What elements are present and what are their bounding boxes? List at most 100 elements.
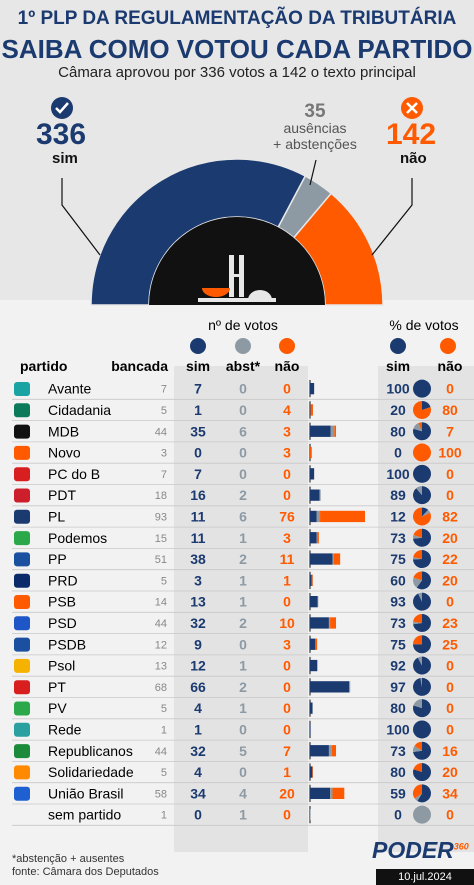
bar-abst: [328, 617, 331, 629]
pct-nao-value: 23: [442, 615, 458, 631]
header-dot-2: [279, 338, 295, 354]
col-header-partido: partido: [20, 358, 67, 374]
mini-pie-slice: [413, 699, 422, 709]
congress-base: [198, 298, 276, 302]
header-votes-group: nº de votos: [208, 317, 278, 333]
party-logo-icon: [14, 424, 30, 439]
nao-value: 4: [283, 402, 291, 418]
bar-sim: [310, 510, 317, 523]
pct-nao-value: 16: [442, 743, 458, 759]
mini-pie-slice: [413, 464, 431, 483]
nao-value: 0: [283, 594, 291, 610]
mini-pie-slice: [413, 677, 432, 696]
pct-nao-value: 34: [442, 785, 458, 801]
bar-nao: [332, 787, 345, 799]
pct-nao-value: 0: [446, 700, 454, 716]
mini-pie-slice: [413, 613, 422, 623]
col-header-nao: não: [275, 358, 300, 374]
bar-nao: [310, 446, 312, 459]
party-name: PSD: [48, 615, 77, 631]
party-name: Rede: [48, 721, 82, 737]
header-dot-1: [235, 338, 251, 354]
source: fonte: Câmara dos Deputados: [12, 866, 159, 878]
pct-sim-value: 93: [390, 594, 406, 610]
table-row: PSD 44 32 2 10 73 23: [12, 613, 474, 634]
mini-pie-slice: [413, 534, 422, 539]
party-logo-icon: [14, 595, 30, 609]
party-logo-icon: [14, 616, 30, 631]
pct-sim-value: 73: [390, 615, 406, 631]
party-name: PV: [48, 700, 67, 716]
abs-pointer: [309, 159, 317, 186]
bancada-value: 13: [155, 661, 167, 673]
pct-sim-value: 73: [390, 743, 406, 759]
pct-sim-value: 60: [390, 572, 406, 588]
bancada-value: 5: [161, 405, 167, 417]
congress-tower-bridge: [229, 274, 244, 277]
party-name: Republicanos: [48, 743, 133, 759]
pct-nao-value: 0: [446, 594, 454, 610]
mini-pie-slice: [417, 784, 432, 803]
col-header-pct-nao: não: [438, 358, 463, 374]
table-row: MDB 44 35 6 3 80 7: [12, 422, 474, 443]
mini-pie-slice: [416, 486, 422, 496]
bar-sim: [310, 468, 315, 480]
mini-pie-slice: [413, 745, 422, 753]
pct-nao-value: 0: [446, 658, 454, 674]
bar-sim: [310, 638, 316, 650]
table-row: PSB 14 13 1 0 93 0: [12, 592, 474, 613]
bar-sim: [310, 574, 312, 586]
logo-sub: 360: [453, 841, 469, 852]
table-row: PV 5 4 1 0 80 0: [12, 699, 474, 720]
sim-value: 16: [190, 487, 206, 503]
bar-abst: [319, 489, 321, 501]
bar-abst: [330, 425, 335, 437]
sim-value: 4: [194, 764, 202, 780]
bar-abst: [312, 702, 313, 714]
sim-total: 336: [36, 118, 87, 151]
abst-value: 0: [239, 402, 247, 418]
bancada-value: 1: [161, 810, 167, 822]
nao-value: 3: [283, 530, 291, 546]
abs-total: 35: [304, 101, 326, 122]
date-badge: 10.jul.2024: [376, 869, 474, 885]
nao-total: 142: [386, 118, 437, 151]
abst-value: 0: [239, 381, 247, 397]
mini-pie-slice: [420, 677, 422, 687]
party-name: PSDB: [48, 636, 86, 652]
nao-value: 11: [280, 551, 295, 567]
header-pct-group: % de votos: [389, 317, 458, 333]
mini-pie-slice: [413, 763, 422, 773]
pct-nao-value: 0: [446, 381, 454, 397]
bar-nao: [310, 404, 313, 416]
party-name: PSB: [48, 594, 76, 610]
pct-nao-value: 7: [446, 423, 454, 439]
sim-value: 3: [194, 572, 202, 588]
logo-text: PODER: [372, 837, 454, 863]
col-header-pct-sim: sim: [386, 358, 410, 374]
col-header-sim: sim: [186, 358, 210, 374]
pct-nao-value: 0: [446, 466, 454, 482]
party-logo-icon: [14, 467, 30, 482]
table-row: Solidariedade 5 4 0 1 80 20: [12, 763, 474, 784]
mini-pie-slice: [413, 550, 431, 569]
mini-pie-slice: [413, 423, 422, 432]
bar-abst: [310, 809, 311, 821]
nao-value: 0: [283, 487, 291, 503]
pct-sim-value: 80: [390, 423, 406, 439]
table-row: PC do B 7 7 0 0 100 0: [12, 464, 474, 485]
nao-value: 76: [279, 508, 295, 524]
congress-bowl: [202, 288, 230, 297]
mini-pie-slice: [413, 571, 422, 581]
bar-nao: [317, 532, 319, 544]
party-name: sem partido: [48, 807, 121, 823]
bancada-value: 5: [161, 767, 167, 779]
abst-value: 1: [239, 530, 247, 546]
sim-value: 35: [190, 423, 206, 439]
nao-value: 0: [283, 807, 291, 823]
bar-abst: [317, 596, 319, 608]
party-logo-icon: [14, 531, 30, 546]
abst-value: 4: [239, 785, 247, 801]
abs-label-2: + abstenções: [273, 136, 357, 152]
bancada-value: 5: [161, 703, 167, 715]
